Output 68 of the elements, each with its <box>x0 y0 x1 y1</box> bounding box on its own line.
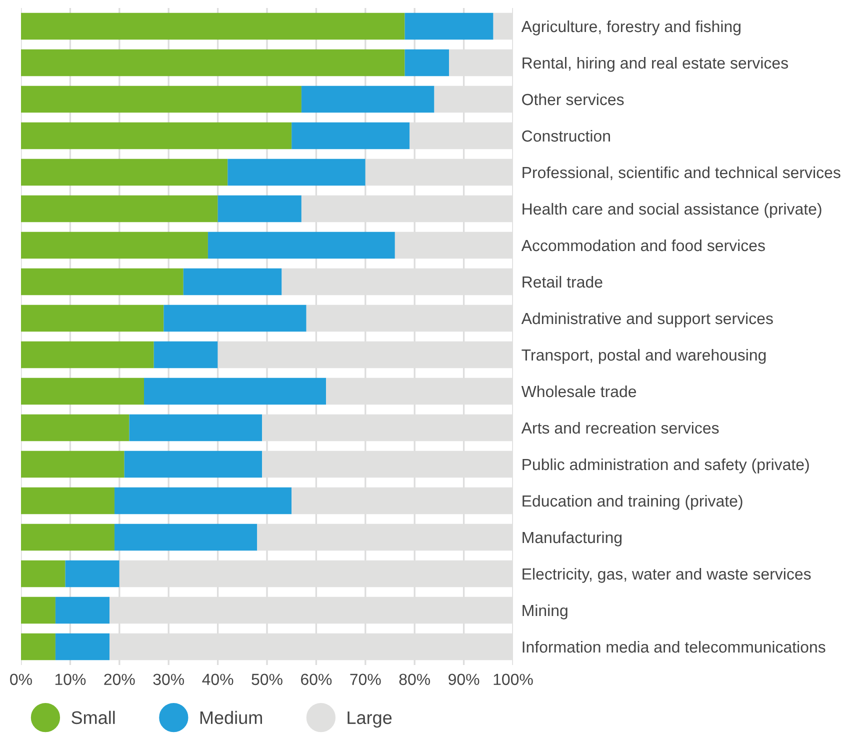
y-tick-label: Public administration and safety (private) <box>522 458 809 474</box>
x-tick-label: 0% <box>10 674 32 686</box>
bar <box>21 378 144 405</box>
bar <box>21 633 56 660</box>
x-tick-label: 40% <box>202 674 234 686</box>
y-tick-label: Education and training (private) <box>522 494 742 510</box>
bar <box>21 49 405 76</box>
bar <box>21 596 56 624</box>
bar <box>21 86 302 113</box>
bar <box>21 450 124 478</box>
y-tick-label: Arts and recreation services <box>521 422 719 434</box>
x-tick-label: 10% <box>55 674 86 686</box>
bar <box>21 12 405 40</box>
bar <box>114 524 258 551</box>
bar <box>183 268 282 296</box>
y-tick-label: Retail trade <box>522 276 602 288</box>
legend-label: Large <box>348 711 392 728</box>
bar <box>21 560 66 588</box>
x-tick-label: 90% <box>448 674 480 686</box>
y-tick-label: Construction <box>522 130 610 142</box>
bar <box>154 341 218 368</box>
y-tick-label: Professional, scientific and technical services <box>522 166 840 180</box>
bar <box>144 378 326 405</box>
bar <box>21 524 114 551</box>
bar <box>124 450 262 478</box>
y-tick-label: Mining <box>522 604 568 620</box>
bar <box>55 596 110 624</box>
bar <box>404 49 450 76</box>
bar <box>404 12 494 40</box>
legend-label: Medium <box>200 710 262 724</box>
legend-label: Small <box>72 710 115 724</box>
x-tick-label: 30% <box>153 674 184 686</box>
y-tick-label: Agriculture, forestry and fishing <box>521 20 740 36</box>
bar <box>129 414 262 442</box>
x-tick-label: 80% <box>399 674 430 686</box>
bar <box>164 304 306 332</box>
bar <box>292 122 410 150</box>
y-tick-label: Information media and telecommunications <box>522 640 826 653</box>
bar <box>65 560 120 588</box>
bar <box>114 487 292 514</box>
bar <box>21 158 228 186</box>
y-tick-label: Transport, postal and warehousing <box>522 348 766 364</box>
bar <box>21 414 130 442</box>
bar <box>21 341 154 368</box>
x-tick-label: 20% <box>104 674 135 686</box>
x-tick-label: 60% <box>301 674 332 686</box>
bar <box>21 304 164 332</box>
y-tick-label: Health care and social assistance (private) <box>522 202 822 218</box>
x-tick-label: 100% <box>494 674 533 686</box>
bar <box>208 232 395 259</box>
y-tick-label: Wholesale trade <box>521 385 636 398</box>
bar <box>21 122 292 150</box>
y-tick-label: Other services <box>522 93 624 106</box>
y-tick-label: Manufacturing <box>522 531 622 546</box>
x-tick-label: 50% <box>252 674 282 686</box>
bar <box>21 232 208 259</box>
x-tick-label: 70% <box>350 674 381 686</box>
y-tick-label: Accommodation and food services <box>521 239 765 252</box>
bar <box>218 195 302 222</box>
bar <box>21 195 218 222</box>
bar <box>228 158 366 186</box>
y-tick-label: Administrative and support services <box>521 312 773 328</box>
bar <box>55 633 110 660</box>
bar <box>21 487 114 514</box>
y-tick-label: Rental, hiring and real estate services <box>522 56 788 72</box>
y-tick-label: Electricity, gas, water and waste services <box>522 568 811 583</box>
bar <box>21 268 184 296</box>
bar <box>301 86 434 113</box>
